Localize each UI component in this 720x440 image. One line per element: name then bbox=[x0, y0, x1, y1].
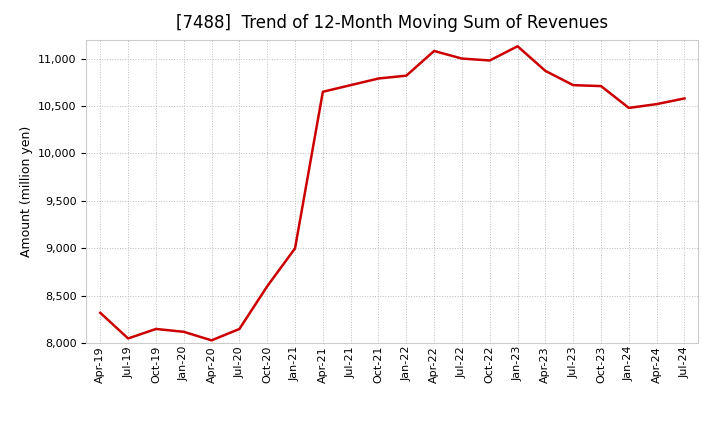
Y-axis label: Amount (million yen): Amount (million yen) bbox=[19, 126, 32, 257]
Title: [7488]  Trend of 12-Month Moving Sum of Revenues: [7488] Trend of 12-Month Moving Sum of R… bbox=[176, 15, 608, 33]
